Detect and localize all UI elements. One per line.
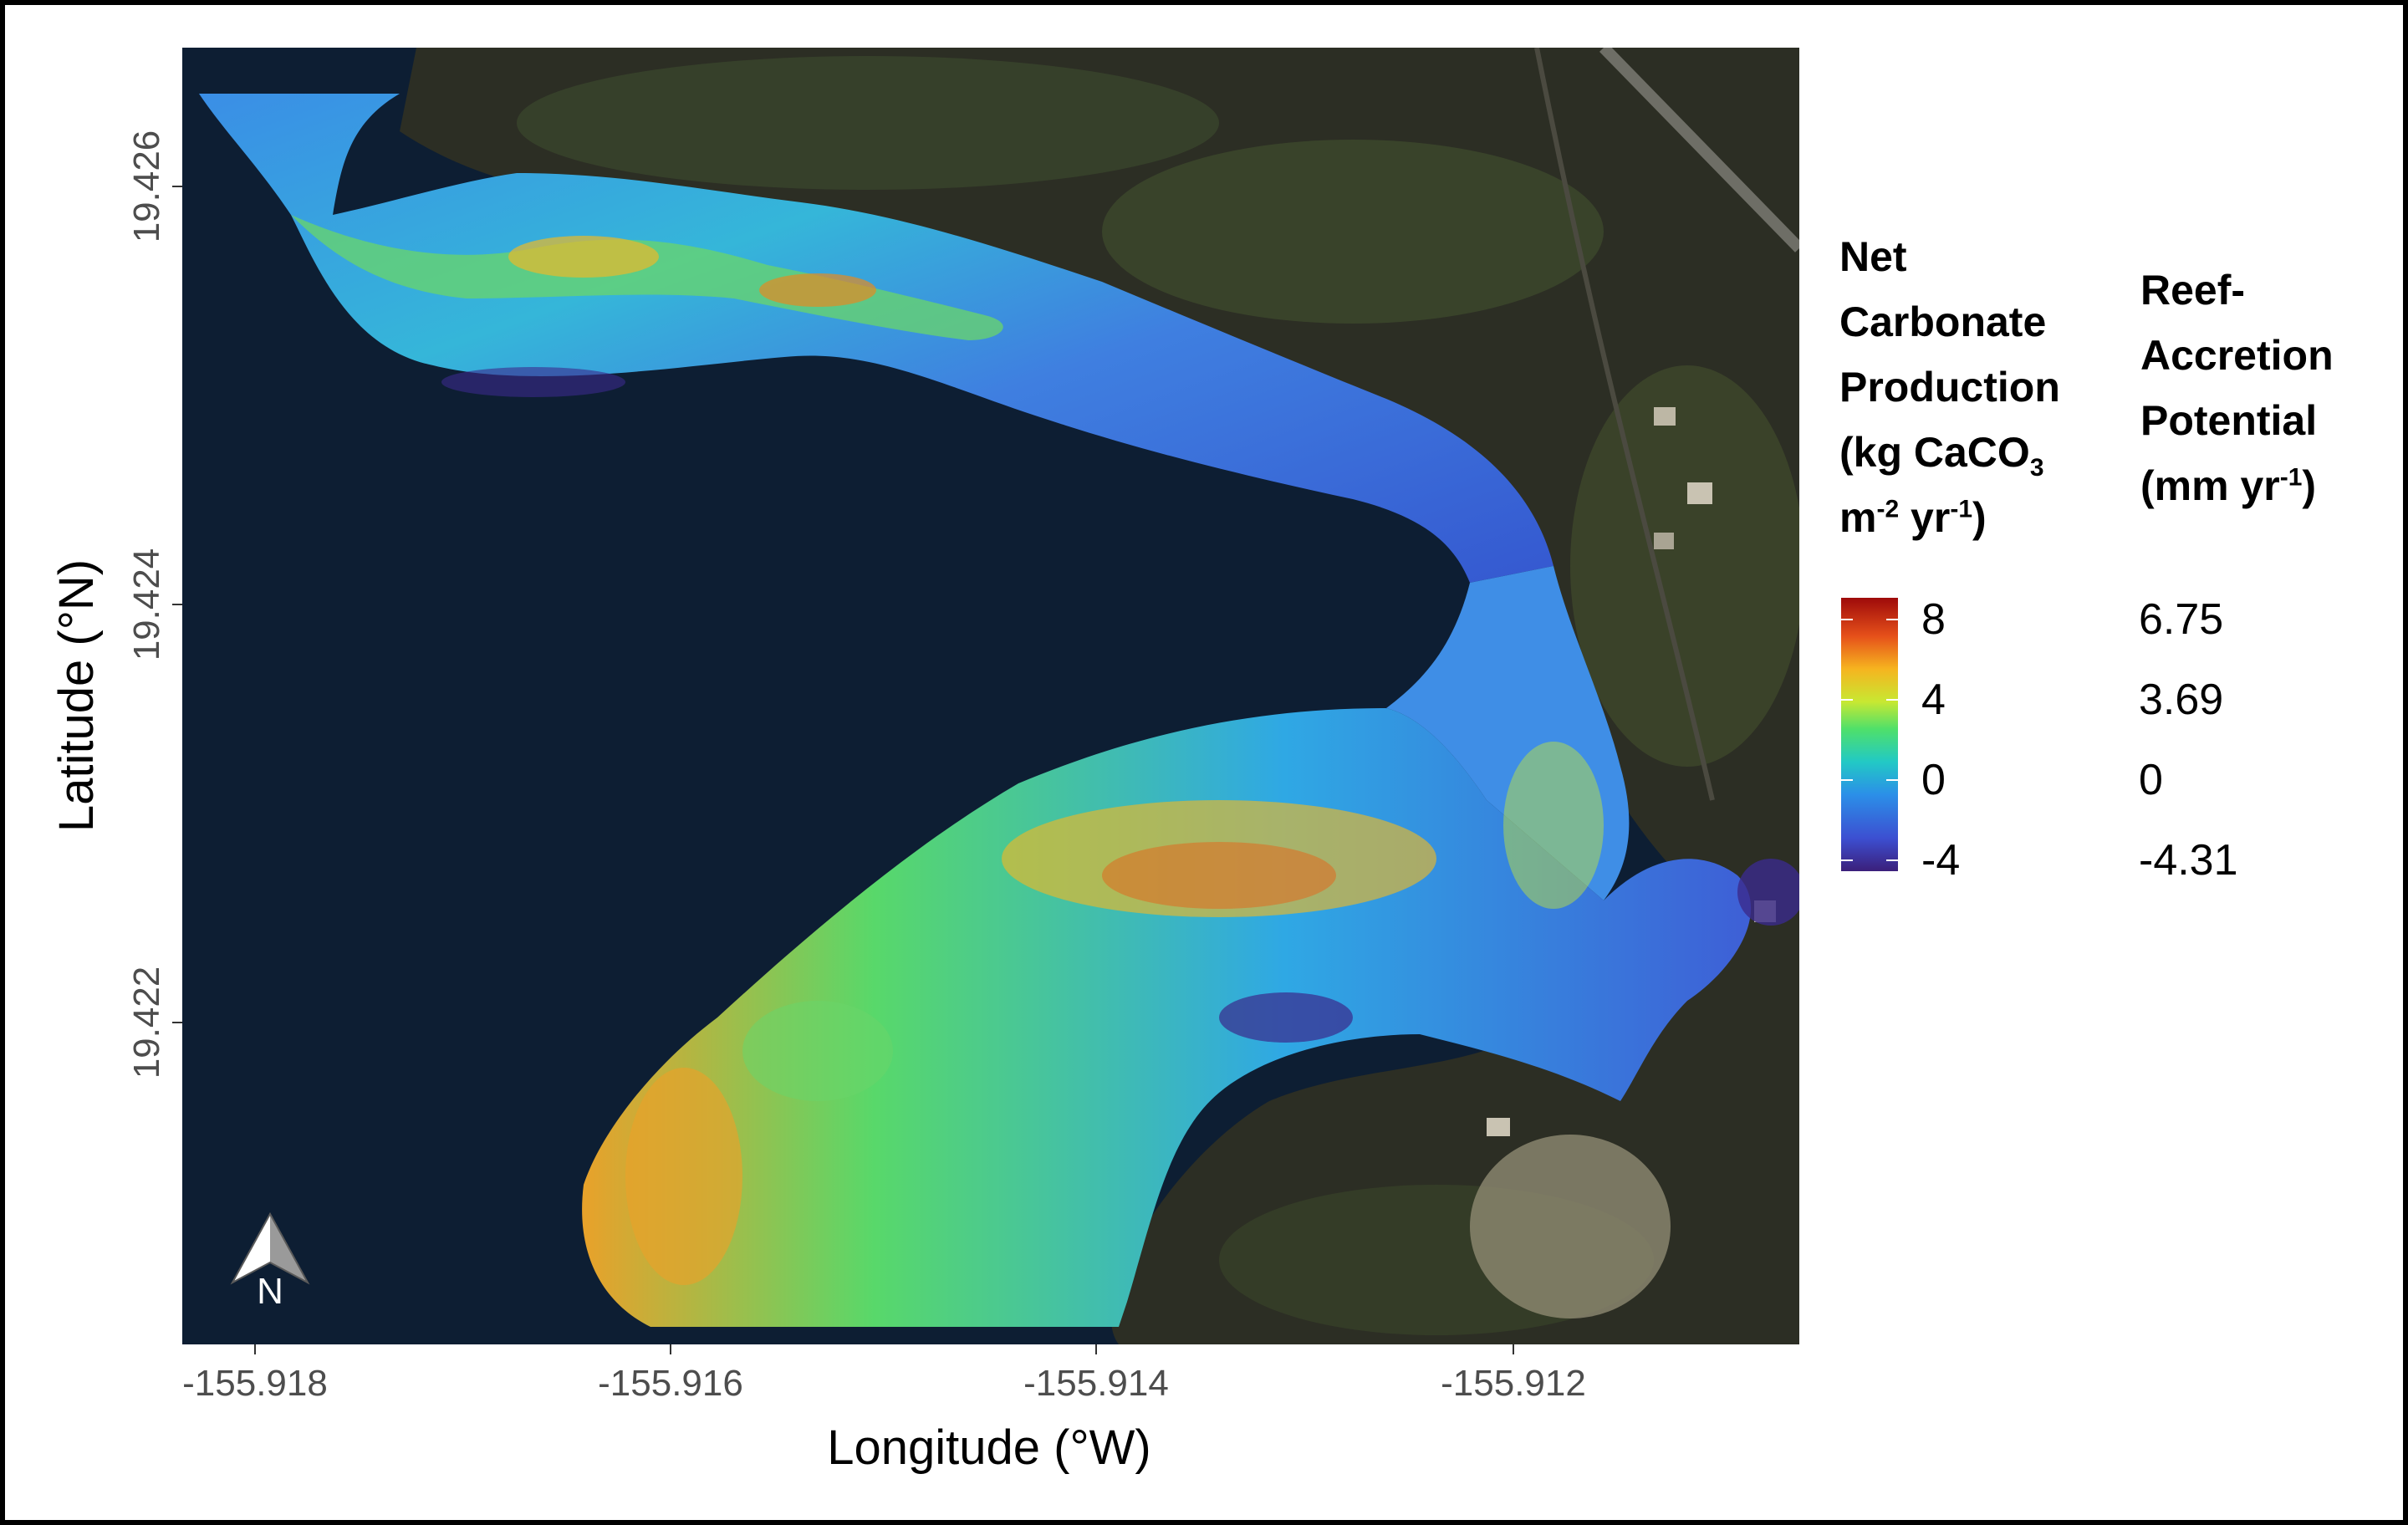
colorbar-tick <box>1841 699 1853 701</box>
ncp-title-line: m-2 yr-1) <box>1839 494 1987 541</box>
x-tick-mark <box>1095 1344 1097 1354</box>
colorbar-tick <box>1886 619 1898 620</box>
y-tick-mark <box>172 604 182 605</box>
reef-hotspot <box>742 1001 893 1101</box>
colorbar-tick <box>1886 699 1898 701</box>
ncp-title-line: (kg CaCO3 <box>1839 429 2044 482</box>
ncp-break-label: 0 <box>1921 756 1946 804</box>
reef-hotspot <box>625 1068 742 1285</box>
colorbar-tick <box>1841 859 1853 861</box>
accretion-value-label: 6.75 <box>2139 595 2224 644</box>
reef-overlay-channel <box>1386 566 1630 900</box>
reef-hotspot <box>1102 842 1336 909</box>
colorbar-tick <box>1886 779 1898 781</box>
accretion-legend-title: Reef- Accretion Potential (mm yr-1) <box>2140 258 2334 518</box>
ncp-break-label: -4 <box>1921 836 1961 885</box>
colorbar <box>1841 598 1898 871</box>
y-tick-mark <box>172 1022 182 1023</box>
accretion-title-line: Reef- <box>2140 267 2246 314</box>
reef-overlay-south <box>582 708 1752 1327</box>
x-tick-label: -155.916 <box>598 1363 743 1404</box>
accretion-value-label: -4.31 <box>2139 836 2238 885</box>
vegetation-patch <box>517 56 1219 190</box>
x-axis-title: Longitude (°W) <box>827 1420 1151 1475</box>
reef-hotspot <box>759 273 876 307</box>
accretion-value-label: 3.69 <box>2139 676 2224 724</box>
reef-coldspot <box>441 367 625 397</box>
colorbar-tick <box>1886 859 1898 861</box>
vegetation-patch <box>1102 140 1604 324</box>
y-tick-mark <box>172 186 182 187</box>
y-tick-label: 19.424 <box>126 548 167 661</box>
reef-coldspot <box>1219 992 1353 1043</box>
ncp-title-line: Net <box>1839 233 1907 280</box>
accretion-title-line: Accretion <box>2140 332 2334 379</box>
map-panel <box>182 48 1799 1344</box>
accretion-title-line: Potential <box>2140 397 2318 444</box>
reef-overlay-north <box>199 94 1553 583</box>
north-arrow-label: N <box>257 1271 283 1312</box>
building <box>1487 1118 1510 1136</box>
x-tick-label: -155.918 <box>182 1363 328 1404</box>
north-arrow: N <box>224 1211 316 1312</box>
road <box>1534 48 1715 801</box>
reef-hotspot <box>291 215 1003 340</box>
ncp-title-line: Production <box>1839 364 2060 411</box>
colorbar-tick <box>1841 779 1853 781</box>
accretion-value-label: 0 <box>2139 756 2163 804</box>
x-tick-mark <box>254 1344 256 1354</box>
ncp-break-label: 8 <box>1921 595 1946 644</box>
x-tick-mark <box>1513 1344 1514 1354</box>
land-area <box>400 48 1799 1344</box>
reef-hotspot <box>508 236 659 278</box>
road <box>1599 48 1799 252</box>
building <box>1654 407 1676 426</box>
ncp-title-line: Carbonate <box>1839 298 2047 345</box>
sand-patch <box>1470 1135 1671 1318</box>
reef-coldspot <box>1737 859 1799 926</box>
x-tick-label: -155.912 <box>1441 1363 1586 1404</box>
ncp-break-label: 4 <box>1921 676 1946 724</box>
y-tick-label: 19.422 <box>126 966 167 1079</box>
reef-hotspot <box>1503 742 1604 909</box>
y-axis-title: Latitude (°N) <box>49 558 104 833</box>
north-arrow-icon <box>230 1211 310 1285</box>
y-tick-label: 19.426 <box>126 130 167 243</box>
x-tick-mark <box>670 1344 671 1354</box>
accretion-title-line: (mm yr-1) <box>2140 462 2317 509</box>
x-tick-label: -155.914 <box>1023 1363 1169 1404</box>
satellite-map <box>182 48 1799 1344</box>
ncp-legend-title: Net Carbonate Production (kg CaCO3 m-2 y… <box>1839 224 2060 550</box>
colorbar-tick <box>1841 619 1853 620</box>
vegetation-patch <box>1570 365 1799 767</box>
building <box>1687 482 1712 504</box>
building <box>1654 533 1674 549</box>
